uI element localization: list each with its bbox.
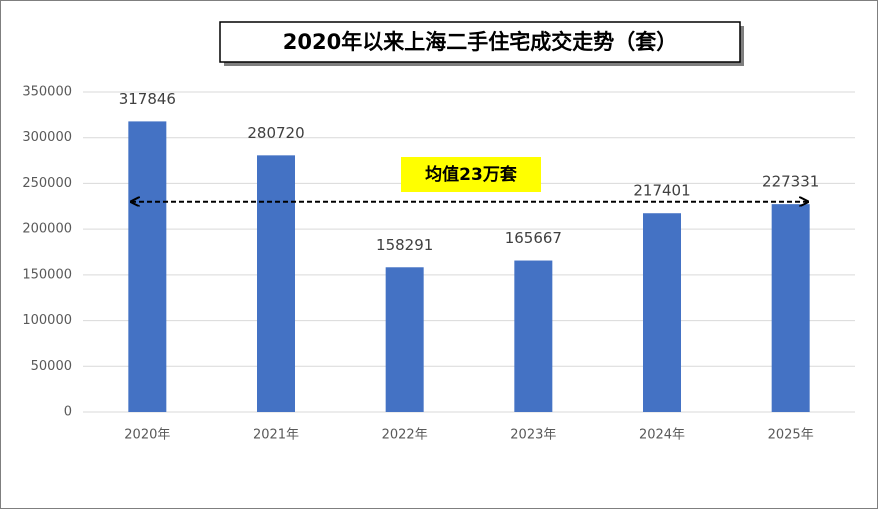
bar: [771, 204, 810, 412]
x-tick-label: 2020年: [124, 428, 170, 443]
x-tick-label: 2024年: [639, 428, 685, 443]
title-box: [219, 21, 741, 63]
bar: [514, 260, 553, 412]
value-label: 158291: [376, 236, 433, 254]
value-label: 165667: [505, 229, 562, 247]
plot: 0 50000 100000 150000 200000 250000 300000 3500…: [22, 85, 855, 443]
bar: [257, 155, 295, 412]
value-label: 227331: [762, 173, 819, 191]
annotation-box: [401, 157, 541, 192]
x-tick-label: 2021年: [253, 428, 299, 443]
x-tick-label: 2025年: [768, 428, 814, 443]
y-tick-label: 50000: [31, 359, 72, 374]
annotation-label: 均值23万套: [425, 164, 518, 185]
x-tick-label: 2022年: [382, 428, 428, 443]
y-tick-label: 300000: [22, 130, 72, 145]
value-label: 217401: [633, 182, 690, 200]
value-label: 317846: [119, 90, 176, 108]
y-tick-label: 250000: [22, 176, 72, 191]
bar: [385, 267, 424, 412]
bar: [643, 213, 681, 412]
chart-title: 2020年以来上海二手住宅成交走势（套）: [283, 30, 677, 54]
x-tick-label: 2023年: [510, 428, 556, 443]
y-tick-label: 350000: [22, 85, 72, 100]
bar: [128, 121, 167, 412]
y-tick-label: 150000: [22, 267, 72, 282]
y-tick-label: 100000: [22, 313, 72, 328]
y-tick-label: 0: [64, 405, 72, 420]
value-label: 280720: [247, 124, 304, 142]
y-tick-label: 200000: [22, 222, 72, 237]
